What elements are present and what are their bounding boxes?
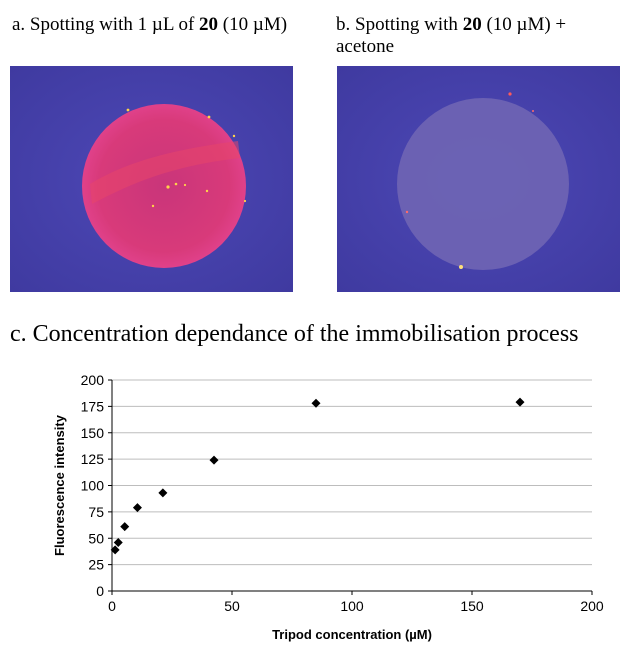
spot-a-streak [90,141,240,204]
spot-a-speckles [126,108,247,208]
panel-a-caption-post: (10 µM) [218,14,288,35]
chart-x-axis-label: Tripod concentration (µM) [272,627,432,642]
panel-b-caption: b. Spotting with 20 (10 µM) + acetone [336,14,621,58]
chart-data-points [110,397,525,555]
x-tick-label: 150 [460,598,484,614]
y-tick-label: 150 [81,425,105,441]
data-point [209,455,219,465]
data-point [158,488,168,498]
x-tick-label: 0 [108,598,116,614]
fluorescence-image-b [337,66,620,292]
y-tick-label: 175 [81,398,105,414]
panel-b-caption-pre: b. Spotting with [336,14,463,35]
data-point [311,398,321,408]
panel-a-caption-compound: 20 [199,14,219,35]
y-tick-label: 50 [88,530,104,546]
panel-c-caption: c. Concentration dependance of the immob… [10,321,579,347]
spot-a [82,104,246,268]
concentration-chart: 0 25 50 75 100 125 150 175 200 0 50 100 150 200 Tripo… [52,372,604,642]
panel-b-caption-post: (10 µM) + acetone [336,14,567,57]
chart-gridlines [112,379,592,566]
data-point [132,503,142,513]
spot-b-speckles [405,92,534,269]
y-tick-label: 75 [88,504,104,520]
y-tick-label: 125 [81,451,105,467]
chart-y-axis-label: Fluorescence intensity [52,414,67,556]
y-tick-label: 0 [96,583,104,599]
panel-a-caption-pre: a. Spotting with 1 µL of [12,14,200,35]
data-point [515,397,525,407]
fluorescence-image-a [10,66,293,292]
y-tick-label: 200 [81,372,105,388]
y-tick-label: 100 [81,478,105,494]
y-tick-label: 25 [88,557,104,573]
x-tick-label: 200 [580,598,604,614]
x-tick-label: 100 [340,598,364,614]
spot-b [397,98,569,270]
panel-b-caption-compound: 20 [462,14,482,35]
panel-a-caption: a. Spotting with 1 µL of 20 (10 µM) [12,14,317,36]
data-point [120,522,130,532]
x-tick-label: 50 [224,598,240,614]
data-point [113,537,123,547]
data-point [110,545,120,555]
chart-axes [108,379,593,595]
chart-tick-labels: 0 25 50 75 100 125 150 175 200 0 50 100 150 200 [81,372,604,614]
